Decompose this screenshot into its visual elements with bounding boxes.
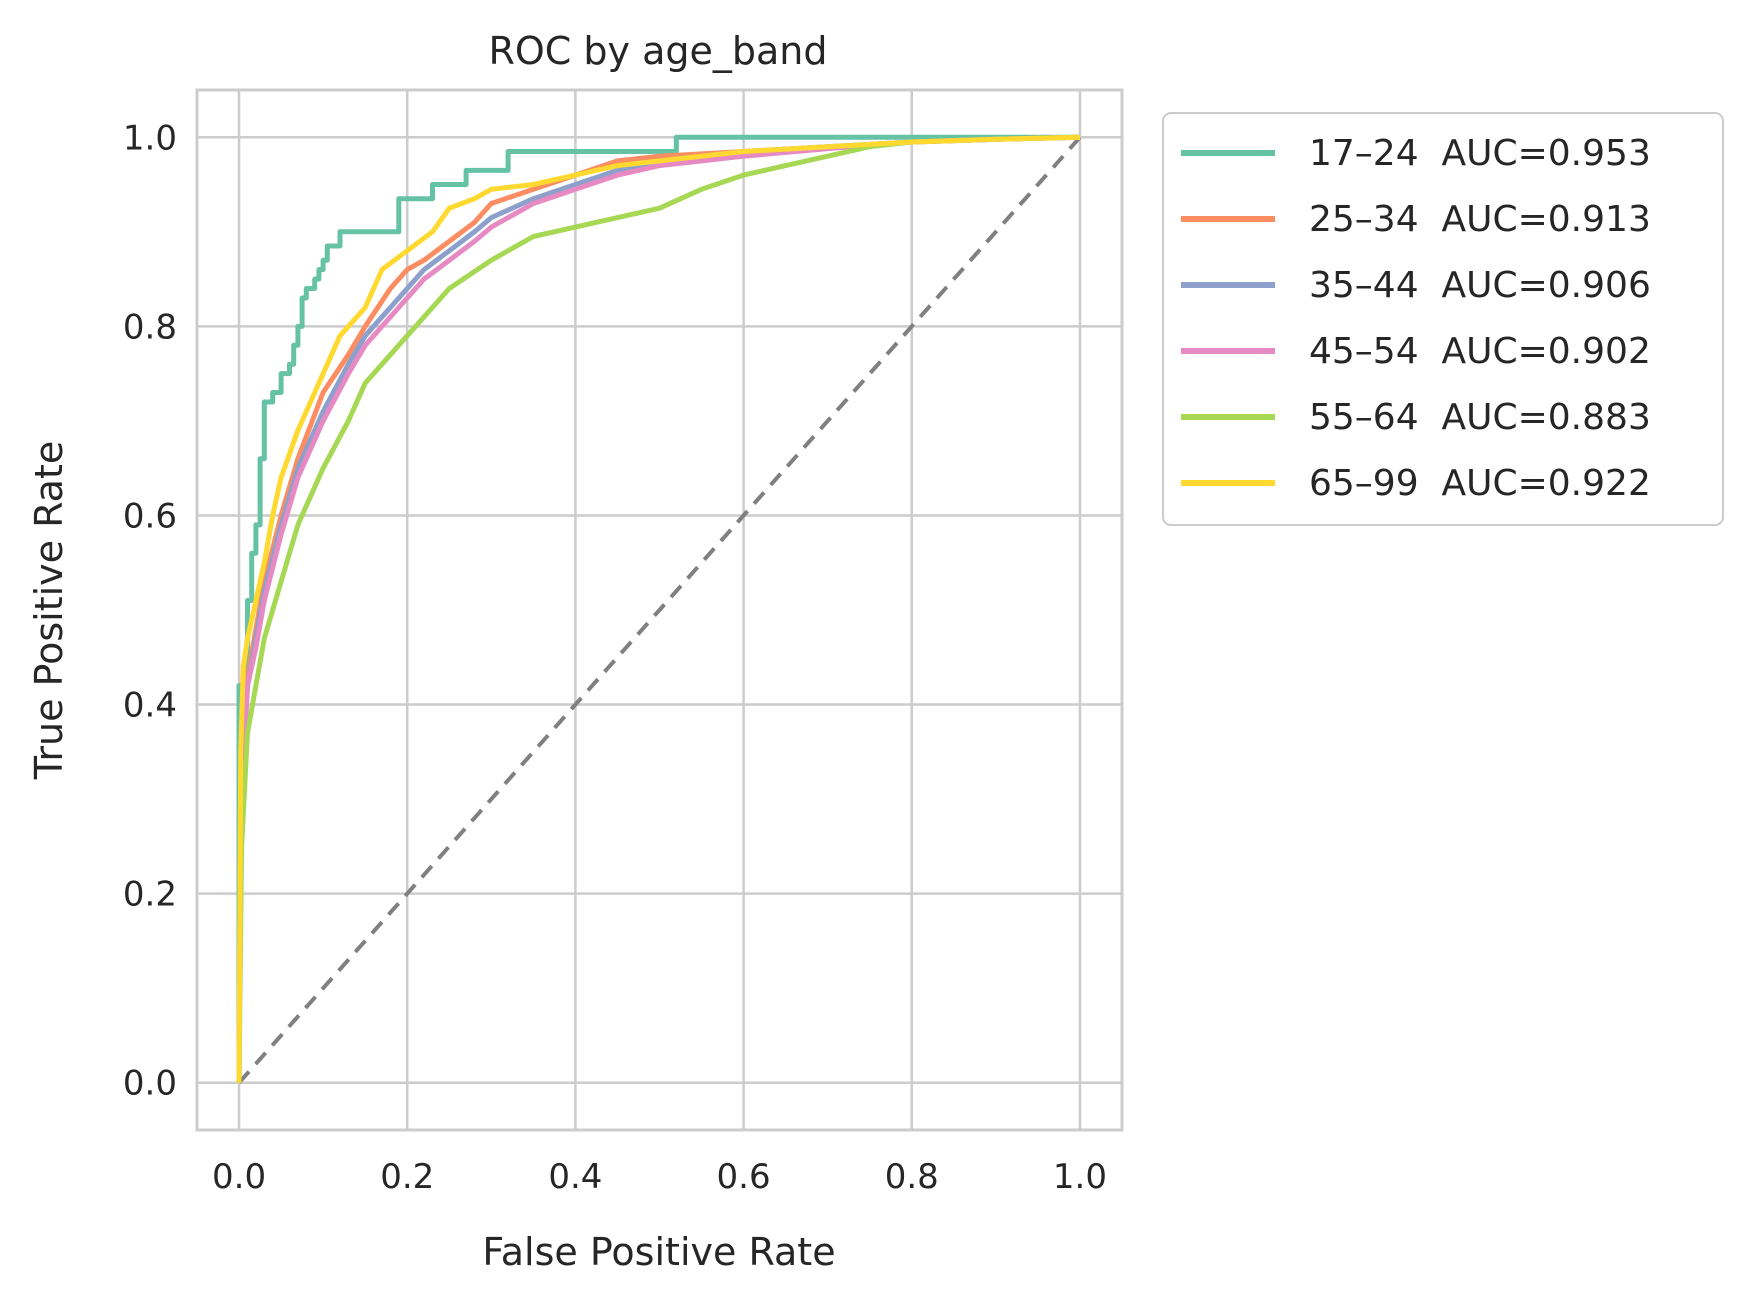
plot-frame [195,88,1124,1132]
grid [197,90,1122,1130]
y-tick-label: 0.4 [123,686,177,726]
legend-label: 17–24 AUC=0.953 [1309,133,1651,174]
x-axis-label: False Positive Rate [482,1230,835,1274]
legend-label: 65–99 AUC=0.922 [1309,463,1651,504]
legend-label: 25–34 AUC=0.913 [1309,199,1651,240]
reference-diagonal [237,135,1082,1085]
roc-curve-1 [236,134,1080,1083]
x-tick-label: 1.0 [1053,1157,1107,1197]
series-group [236,134,1081,1083]
x-tick-labels: 0.0 0.2 0.4 0.6 0.8 1.0 [212,1157,1107,1197]
chart-title: ROC by age_band [488,29,827,73]
y-tick-label: 1.0 [123,118,177,158]
y-axis-label: True Positive Rate [27,441,71,781]
y-tick-label: 0.2 [123,875,177,915]
x-tick-label: 0.4 [548,1157,602,1197]
legend-label: 35–44 AUC=0.906 [1309,265,1651,306]
legend-label: 45–54 AUC=0.902 [1309,331,1651,372]
roc-curve-5 [236,134,1081,1083]
legend-label: 55–64 AUC=0.883 [1309,397,1651,438]
x-tick-label: 0.6 [717,1157,771,1197]
roc-curve-6 [236,134,1081,1083]
x-tick-label: 0.0 [212,1157,266,1197]
y-tick-label: 0.6 [123,496,177,536]
x-tick-label: 0.2 [380,1157,434,1197]
roc-curve-4 [236,134,1081,1083]
legend: 17–24 AUC=0.953 25–34 AUC=0.913 35–44 AUC=… [1162,112,1724,526]
legend-box [1162,112,1724,526]
y-tick-label: 0.0 [123,1064,177,1104]
y-tick-labels: 0.0 0.2 0.4 0.6 0.8 1.0 [123,118,177,1103]
y-tick-label: 0.8 [123,307,177,347]
x-tick-label: 0.8 [885,1157,939,1197]
